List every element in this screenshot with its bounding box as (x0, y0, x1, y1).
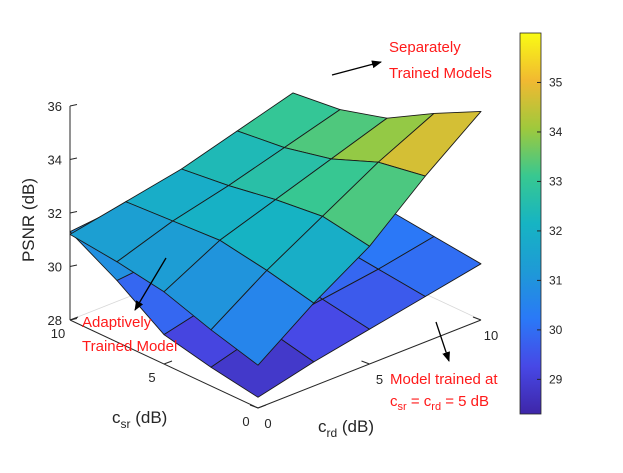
z-tick-label: 32 (48, 206, 62, 221)
y-tick-label: 0 (242, 414, 249, 429)
x-axis-label: crd (dB) (318, 417, 374, 440)
colorbar-tick-label: 30 (549, 323, 563, 337)
tick-labels: 28 30 32 34 36 0 5 10 0 5 10 (48, 99, 499, 431)
colorbar-gradient (519, 32, 542, 415)
annotation-separately-line1: Separately (389, 39, 461, 56)
colorbar-tick-label: 32 (549, 224, 563, 238)
colorbar-tick-label: 35 (549, 75, 563, 89)
colorbar: 29 30 31 32 33 34 35 (519, 32, 563, 415)
annotation-adaptively-arrow (134, 257, 167, 311)
annotation-model-line2: csr = crd = 5 dB (390, 393, 489, 413)
annotation-adaptively-line2: Trained Model (82, 338, 177, 355)
surfaces (69, 92, 482, 398)
y-tick-mark (257, 404, 267, 409)
x-tick-mark (361, 360, 370, 365)
annotation-separately-trained: Separately Trained Models (331, 39, 492, 82)
annotation-model-arrow (435, 321, 450, 362)
annotation-adaptively-trained: Adaptively Trained Model (82, 257, 177, 355)
colorbar-tick-label: 34 (549, 125, 563, 139)
z-tick-label: 34 (48, 153, 62, 168)
z-tick-label: 28 (48, 313, 62, 328)
colorbar-ticks: 29 30 31 32 33 34 35 (537, 75, 563, 386)
colorbar-tick-label: 33 (549, 174, 563, 188)
x-tick-label: 0 (264, 416, 271, 431)
annotation-separately-line2: Trained Models (389, 65, 492, 82)
z-tick-label: 36 (48, 99, 62, 114)
annotation-adaptively-line1: Adaptively (82, 314, 152, 331)
y-tick-mark (69, 316, 79, 321)
annotation-model-5db: Model trained at csr = crd = 5 dB (390, 321, 498, 413)
z-axis-label: PSNR (dB) (19, 178, 38, 262)
surface-patch (210, 269, 315, 366)
x-tick-mark (249, 404, 259, 409)
y-tick-label: 10 (51, 326, 65, 341)
annotation-separately-arrow (331, 60, 382, 76)
z-tick-label: 30 (48, 260, 62, 275)
y-tick-label: 5 (148, 370, 155, 385)
x-tick-label: 10 (484, 328, 498, 343)
z-tick-mark (69, 211, 78, 214)
surface-separately-trained (69, 92, 482, 366)
colorbar-tick-label: 29 (549, 372, 563, 386)
annotation-model-line1: Model trained at (390, 371, 498, 388)
x-tick-mark (472, 316, 482, 321)
y-tick-mark (163, 360, 173, 365)
x-tick-label: 5 (376, 372, 383, 387)
y-axis-label: csr (dB) (112, 408, 167, 431)
z-tick-mark (69, 104, 78, 107)
z-tick-mark (69, 157, 78, 160)
z-tick-mark (69, 264, 78, 267)
colorbar-tick-label: 31 (549, 273, 563, 287)
